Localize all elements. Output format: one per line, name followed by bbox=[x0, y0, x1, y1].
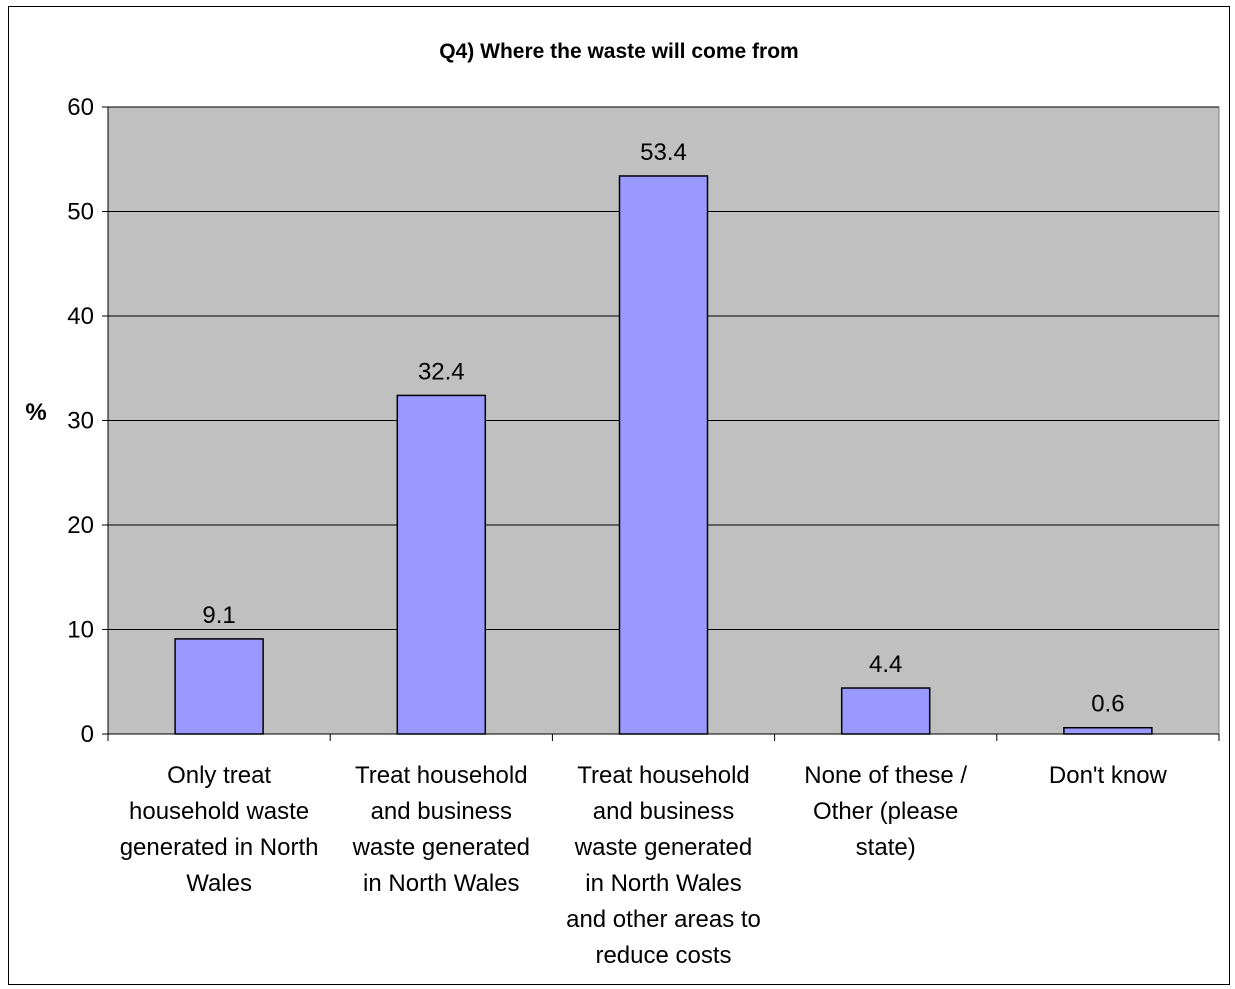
category-label-line: Other (please bbox=[813, 798, 958, 825]
data-label: 9.1 bbox=[202, 602, 235, 629]
category-label-line: waste generated bbox=[574, 834, 752, 861]
data-label: 4.4 bbox=[869, 651, 902, 678]
category-label-line: and business bbox=[593, 798, 734, 825]
category-labels: Only treat household waste generated in No… bbox=[120, 762, 1168, 969]
bar bbox=[840, 687, 931, 735]
y-tick-label: 10 bbox=[67, 617, 94, 644]
category-label: None of these / Other (please state) bbox=[804, 762, 967, 861]
category-label-line: generated in North bbox=[120, 834, 319, 861]
category-label-line: None of these / bbox=[804, 762, 967, 789]
category-label: Treat household and business waste generat… bbox=[566, 762, 761, 969]
category-label-line: Only treat bbox=[167, 762, 271, 789]
bar bbox=[396, 394, 487, 735]
category-label: Treat household and business waste generat… bbox=[352, 762, 530, 897]
category-label-line: in North Wales bbox=[363, 870, 520, 897]
category-label: Only treat household waste generated in No… bbox=[120, 762, 319, 897]
category-label: Don't know bbox=[1049, 762, 1168, 789]
category-label-line: Don't know bbox=[1049, 762, 1168, 789]
y-axis-label: % bbox=[25, 399, 46, 426]
data-label: 53.4 bbox=[640, 139, 687, 166]
category-label-line: and business bbox=[371, 798, 512, 825]
category-label-line: and other areas to bbox=[566, 906, 761, 933]
y-tick-label: 60 bbox=[67, 94, 94, 121]
category-label-line: in North Wales bbox=[585, 870, 742, 897]
data-label: 0.6 bbox=[1091, 691, 1124, 718]
data-labels: 9.1 32.4 53.4 4.4 0.6 bbox=[202, 139, 1124, 718]
bar bbox=[174, 638, 264, 735]
category-label-line: state) bbox=[856, 834, 916, 861]
axes bbox=[102, 106, 1220, 741]
category-label-line: household waste bbox=[129, 798, 309, 825]
category-label-line: Treat household bbox=[355, 762, 528, 789]
y-tick-label: 40 bbox=[67, 303, 94, 330]
y-tick-label: 0 bbox=[81, 721, 94, 748]
bars bbox=[174, 175, 1153, 735]
y-tick-label: 30 bbox=[67, 408, 94, 435]
category-label-line: Treat household bbox=[577, 762, 750, 789]
y-tick-label: 50 bbox=[67, 199, 94, 226]
bar bbox=[1063, 726, 1153, 735]
category-label-line: Wales bbox=[186, 870, 252, 897]
data-label: 32.4 bbox=[418, 358, 465, 385]
chart-title: Q4) Where the waste will come from bbox=[439, 40, 798, 63]
bar bbox=[618, 175, 709, 735]
category-label-line: waste generated bbox=[352, 834, 530, 861]
category-label-line: reduce costs bbox=[595, 942, 731, 969]
y-tick-label: 20 bbox=[67, 512, 94, 539]
y-tick-labels: 0 10 20 30 40 50 60 bbox=[67, 94, 94, 748]
